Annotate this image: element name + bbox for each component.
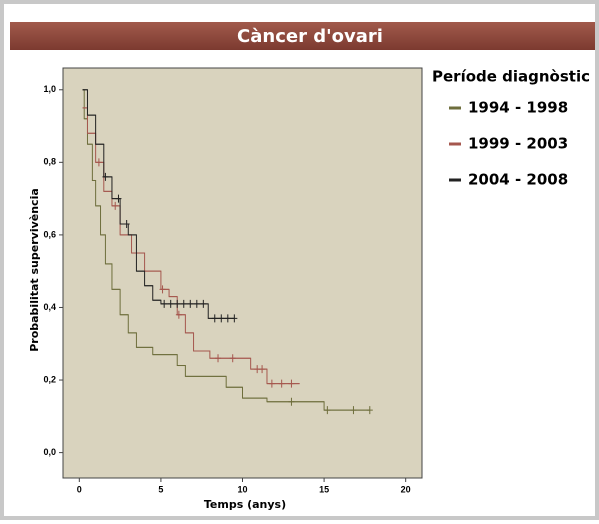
x-axis-label: Temps (anys): [204, 498, 286, 511]
censor-mark: [180, 299, 187, 308]
y-tick-label: 0,6: [43, 229, 56, 239]
censor-mark: [112, 201, 119, 210]
censor-mark: [161, 299, 168, 308]
y-tick-label: 0,0: [43, 447, 56, 457]
x-tick-label: 20: [401, 484, 411, 494]
censor-mark: [187, 299, 194, 308]
censor-mark: [224, 314, 231, 323]
censor-mark: [259, 365, 266, 374]
censor-mark: [366, 406, 373, 415]
y-tick-label: 0,8: [43, 157, 56, 167]
title-bar: [10, 22, 595, 50]
step-connector: [82, 89, 370, 411]
censor-mark: [159, 285, 166, 294]
legend-label: 1994 - 1998: [468, 99, 568, 117]
censor-mark: [288, 397, 295, 406]
x-tick-label: 15: [319, 484, 329, 494]
chart-title: Càncer d'ovari: [237, 26, 383, 47]
censor-mark: [115, 194, 122, 203]
x-tick-label: 5: [158, 484, 163, 494]
censor-mark: [218, 314, 225, 323]
step-connector: [82, 89, 235, 319]
censor-mark: [324, 406, 331, 415]
censor-mark: [229, 354, 236, 363]
censor-mark: [350, 406, 357, 415]
censor-mark: [102, 172, 109, 181]
censor-mark: [167, 299, 174, 308]
x-tick-label: 10: [237, 484, 247, 494]
censor-mark: [288, 379, 295, 388]
censor-mark: [278, 379, 285, 388]
legend-title: Període diagnòstic: [432, 68, 590, 86]
legend-label: 2004 - 2008: [468, 171, 568, 189]
censor-mark: [175, 310, 182, 319]
censor-mark: [231, 314, 238, 323]
plot-area: [62, 67, 423, 479]
censor-mark: [95, 158, 102, 167]
censor-mark: [200, 299, 207, 308]
y-axis-label: Probabilitat supervivència: [28, 188, 41, 352]
y-tick-label: 1,0: [43, 84, 56, 94]
censor-mark: [174, 299, 181, 308]
x-tick-label: 0: [77, 484, 82, 494]
censor-mark: [268, 379, 275, 388]
legend-label: 1999 - 2003: [468, 135, 568, 153]
y-tick-label: 0,4: [43, 302, 56, 312]
censor-mark: [123, 220, 130, 229]
censor-mark: [215, 354, 222, 363]
y-tick-label: 0,2: [43, 374, 56, 384]
censor-mark: [211, 314, 218, 323]
censor-mark: [193, 299, 200, 308]
